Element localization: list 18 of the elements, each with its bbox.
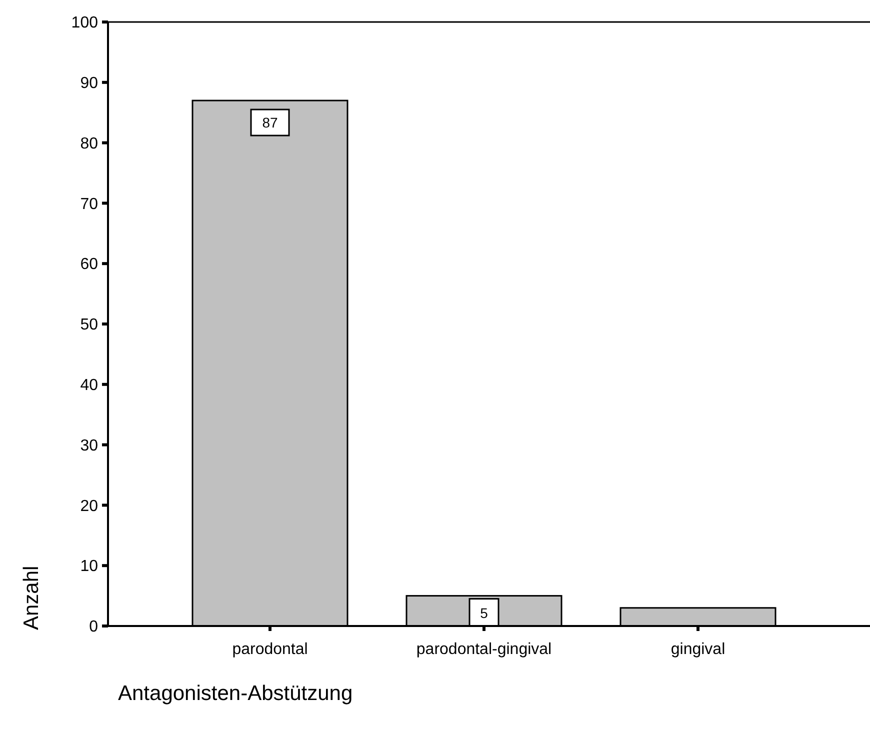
x-tick-label: parodontal (232, 641, 308, 658)
x-tick-label: parodontal-gingival (416, 641, 552, 658)
y-tick-label: 20 (80, 498, 98, 515)
y-tick-label: 0 (89, 618, 98, 636)
y-axis-title: Anzahl (20, 566, 43, 630)
y-tick-label: 80 (80, 135, 98, 152)
y-tick-label: 100 (71, 14, 98, 32)
y-tick-label: 90 (80, 75, 98, 92)
y-tick-label: 30 (80, 437, 98, 454)
data-label: 87 (262, 114, 278, 131)
y-tick-label: 70 (80, 196, 98, 213)
y-tick-label: 40 (80, 377, 98, 394)
x-tick-label: gingival (670, 641, 726, 658)
data-label: 5 (480, 604, 488, 621)
y-tick-label: 60 (80, 256, 98, 274)
y-tick-label: 50 (80, 316, 98, 334)
x-axis-title: Antagonisten-Abstützung (118, 682, 353, 705)
y-tick-label: 10 (80, 558, 98, 576)
